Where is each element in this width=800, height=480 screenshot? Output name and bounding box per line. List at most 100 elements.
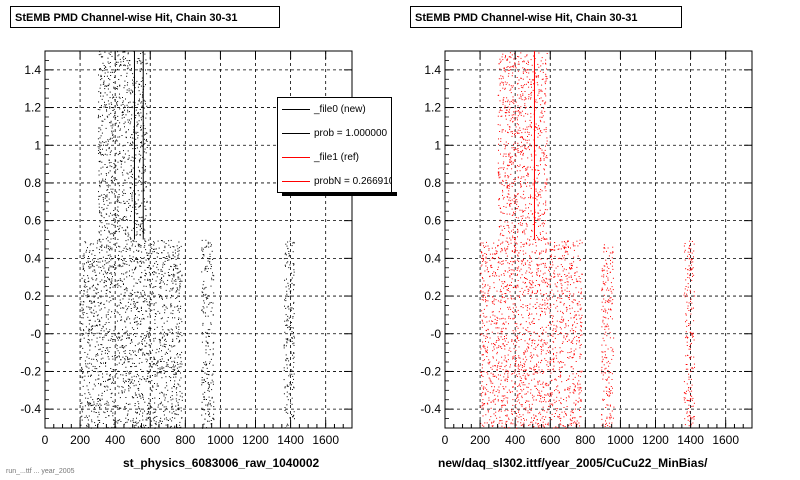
data-point	[152, 386, 154, 388]
data-point	[551, 249, 553, 251]
data-point	[485, 329, 487, 331]
data-point	[106, 223, 108, 225]
data-point	[526, 329, 528, 331]
data-point	[136, 412, 138, 414]
data-point	[92, 270, 94, 272]
data-point	[138, 90, 140, 92]
data-point	[119, 93, 120, 95]
data-point	[131, 156, 133, 158]
data-point	[106, 109, 107, 111]
data-point	[539, 315, 541, 317]
data-point	[87, 316, 89, 318]
data-point	[553, 354, 554, 356]
data-point	[509, 197, 511, 199]
data-point	[177, 364, 179, 365]
data-point	[566, 275, 568, 276]
legend-swatch	[282, 133, 310, 134]
data-point	[119, 85, 121, 87]
data-point	[542, 401, 544, 402]
data-point	[482, 278, 484, 280]
data-point	[524, 369, 526, 371]
data-point	[539, 275, 541, 276]
data-point	[545, 127, 547, 129]
data-point	[113, 219, 115, 221]
data-point	[519, 393, 521, 394]
data-point	[89, 344, 91, 346]
data-point	[115, 217, 117, 218]
data-point	[117, 286, 119, 288]
data-point	[143, 262, 145, 264]
data-point	[539, 303, 541, 305]
data-point	[138, 169, 140, 171]
data-point	[99, 161, 101, 163]
data-point	[166, 419, 168, 421]
data-point	[564, 426, 566, 427]
data-point	[493, 282, 495, 284]
data-point	[524, 340, 526, 342]
data-point	[81, 323, 82, 325]
data-point	[210, 245, 212, 247]
data-point	[497, 400, 499, 402]
data-point	[137, 426, 139, 428]
data-point	[158, 247, 160, 249]
data-point	[569, 392, 571, 394]
data-point	[495, 391, 497, 392]
data-point	[178, 384, 180, 386]
data-point	[564, 246, 566, 248]
data-point	[504, 345, 506, 347]
data-point	[514, 246, 515, 248]
data-point	[164, 260, 166, 262]
data-point	[204, 391, 206, 393]
data-point	[110, 150, 112, 152]
data-point	[508, 243, 510, 245]
data-point	[129, 379, 131, 381]
data-point	[482, 254, 484, 256]
data-point	[491, 267, 493, 268]
data-point	[534, 343, 536, 345]
data-point	[155, 272, 157, 274]
data-point	[173, 376, 175, 378]
data-point	[178, 276, 180, 278]
data-point	[135, 384, 137, 386]
data-point	[494, 386, 495, 388]
data-point	[85, 295, 87, 297]
data-point	[165, 338, 166, 340]
data-point	[104, 104, 106, 106]
data-point	[203, 382, 205, 383]
data-point	[531, 356, 533, 358]
data-point	[203, 288, 205, 290]
data-point	[116, 214, 118, 216]
data-point	[286, 341, 288, 343]
data-point	[105, 213, 107, 215]
data-point	[573, 261, 575, 263]
data-point	[518, 260, 520, 262]
data-point	[161, 377, 163, 379]
data-point	[114, 105, 116, 107]
data-point	[110, 112, 112, 114]
data-point	[121, 335, 123, 337]
data-point	[530, 116, 532, 118]
data-point	[109, 165, 111, 167]
data-point	[545, 248, 547, 250]
data-point	[573, 402, 575, 404]
data-point	[562, 245, 564, 247]
data-point	[172, 366, 174, 368]
data-point	[557, 297, 559, 299]
data-point	[292, 354, 293, 356]
data-point	[159, 340, 161, 342]
data-point	[210, 264, 212, 266]
data-point	[557, 290, 559, 292]
data-point	[486, 269, 488, 271]
data-point	[131, 68, 132, 70]
data-point	[120, 339, 122, 341]
data-point	[137, 243, 139, 245]
data-point	[114, 114, 116, 116]
data-point	[137, 103, 139, 105]
data-point	[552, 321, 554, 323]
data-point	[542, 332, 544, 334]
data-point	[566, 251, 568, 253]
data-point	[99, 225, 100, 227]
data-point	[569, 295, 570, 296]
data-point	[489, 286, 491, 288]
data-point	[153, 241, 155, 243]
